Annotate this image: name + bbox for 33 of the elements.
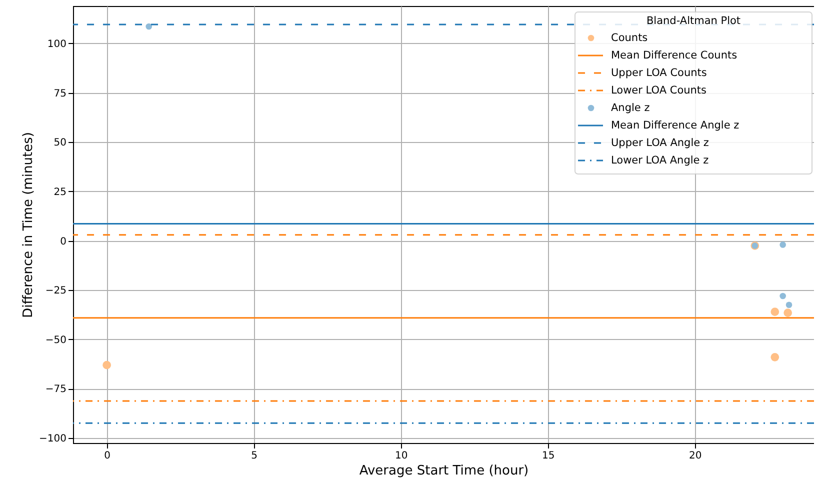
legend-label: Mean Difference Angle z — [611, 120, 740, 132]
point — [102, 360, 111, 370]
point — [780, 292, 786, 300]
legend-label: Lower LOA Counts — [611, 84, 707, 96]
point — [770, 308, 780, 316]
point — [770, 353, 780, 362]
y-tick-label: 75 — [54, 88, 66, 100]
legend-label: Angle z — [611, 102, 650, 114]
x-tick-label: 10 — [394, 450, 408, 462]
legend-label: Mean Difference Counts — [611, 50, 738, 62]
point — [784, 308, 792, 317]
point — [780, 242, 786, 248]
x-tick-label: 0 — [104, 450, 111, 462]
y-tick-label: −50 — [45, 334, 66, 346]
y-tick-label: −100 — [39, 434, 66, 445]
x-tick-label: 15 — [542, 450, 555, 462]
x-axis-title: Average Start Time (hour) — [359, 464, 529, 478]
legend-label: Upper LOA Angle z — [611, 137, 710, 149]
legend-label: Counts — [611, 32, 648, 44]
point — [146, 23, 152, 30]
y-tick-label: −25 — [45, 286, 66, 297]
legend-label: Upper LOA Counts — [611, 67, 707, 79]
point — [786, 302, 792, 308]
y-tick-label: 50 — [54, 138, 66, 149]
y-tick-label: −75 — [45, 384, 66, 396]
y-tick-label: 100 — [47, 38, 66, 50]
legend-label: Lower LOA Angle z — [611, 154, 710, 166]
y-tick-label: 0 — [60, 236, 66, 248]
y-axis-title: Difference in Time (minutes) — [21, 132, 36, 318]
legend-title: Bland-Altman Plot — [646, 15, 741, 27]
x-tick-label: 20 — [689, 450, 702, 462]
x-tick-label: 5 — [251, 450, 258, 462]
y-tick-label: 25 — [54, 186, 66, 198]
